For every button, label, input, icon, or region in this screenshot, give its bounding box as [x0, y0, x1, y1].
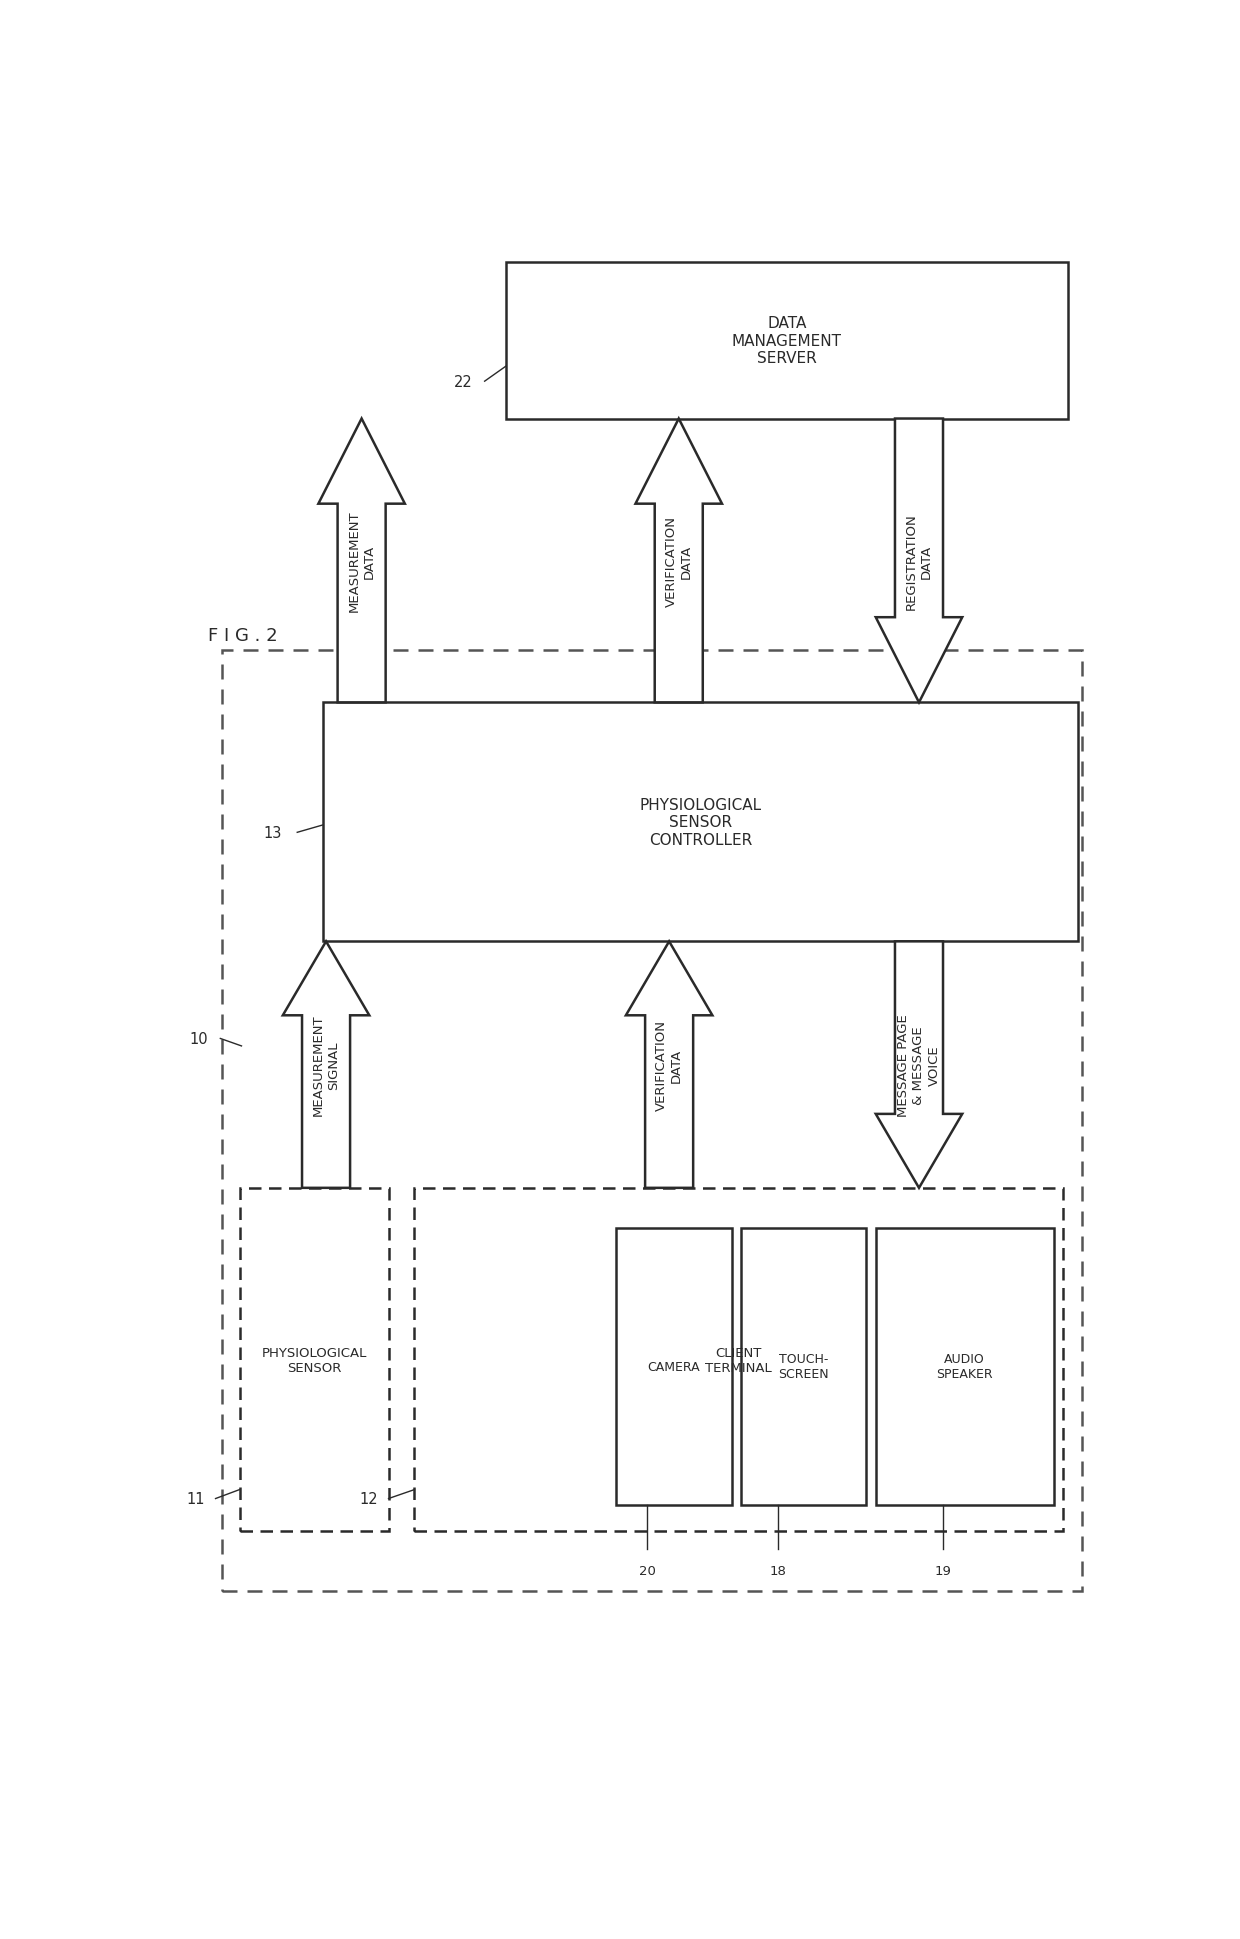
Text: VERIFICATION
DATA: VERIFICATION DATA — [665, 516, 693, 607]
Text: F I G . 2: F I G . 2 — [208, 626, 278, 646]
Text: MEASUREMENT
DATA: MEASUREMENT DATA — [347, 510, 376, 613]
Text: 10: 10 — [190, 1032, 208, 1047]
Text: REGISTRATION
DATA: REGISTRATION DATA — [905, 512, 932, 609]
Text: 12: 12 — [360, 1491, 378, 1507]
Text: TOUCH-
SCREEN: TOUCH- SCREEN — [779, 1353, 830, 1381]
Text: 19: 19 — [935, 1565, 951, 1578]
Text: AUDIO
SPEAKER: AUDIO SPEAKER — [936, 1353, 993, 1381]
FancyBboxPatch shape — [506, 262, 1068, 419]
FancyBboxPatch shape — [324, 704, 1078, 942]
FancyBboxPatch shape — [616, 1229, 732, 1505]
Polygon shape — [283, 942, 370, 1189]
Text: CLIENT
TERMINAL: CLIENT TERMINAL — [706, 1346, 773, 1375]
Text: 18: 18 — [769, 1565, 786, 1578]
Text: 11: 11 — [186, 1491, 205, 1507]
Polygon shape — [875, 419, 962, 704]
FancyBboxPatch shape — [875, 1229, 1054, 1505]
FancyBboxPatch shape — [414, 1189, 1063, 1532]
Text: MESSAGE PAGE
& MESSAGE
VOICE: MESSAGE PAGE & MESSAGE VOICE — [898, 1014, 940, 1117]
Text: PHYSIOLOGICAL
SENSOR: PHYSIOLOGICAL SENSOR — [262, 1346, 367, 1375]
Text: 13: 13 — [263, 826, 281, 840]
Text: 20: 20 — [639, 1565, 656, 1578]
Text: VERIFICATION
DATA: VERIFICATION DATA — [655, 1020, 683, 1111]
Polygon shape — [626, 942, 713, 1189]
Text: CAMERA: CAMERA — [647, 1359, 701, 1373]
Text: MEASUREMENT
SIGNAL: MEASUREMENT SIGNAL — [312, 1014, 340, 1115]
Polygon shape — [635, 419, 722, 704]
Text: 22: 22 — [454, 374, 472, 390]
Polygon shape — [875, 942, 962, 1189]
Text: PHYSIOLOGICAL
SENSOR
CONTROLLER: PHYSIOLOGICAL SENSOR CONTROLLER — [640, 797, 761, 847]
Text: DATA
MANAGEMENT
SERVER: DATA MANAGEMENT SERVER — [732, 316, 842, 366]
FancyBboxPatch shape — [239, 1189, 388, 1532]
FancyBboxPatch shape — [742, 1229, 866, 1505]
Polygon shape — [319, 419, 404, 704]
